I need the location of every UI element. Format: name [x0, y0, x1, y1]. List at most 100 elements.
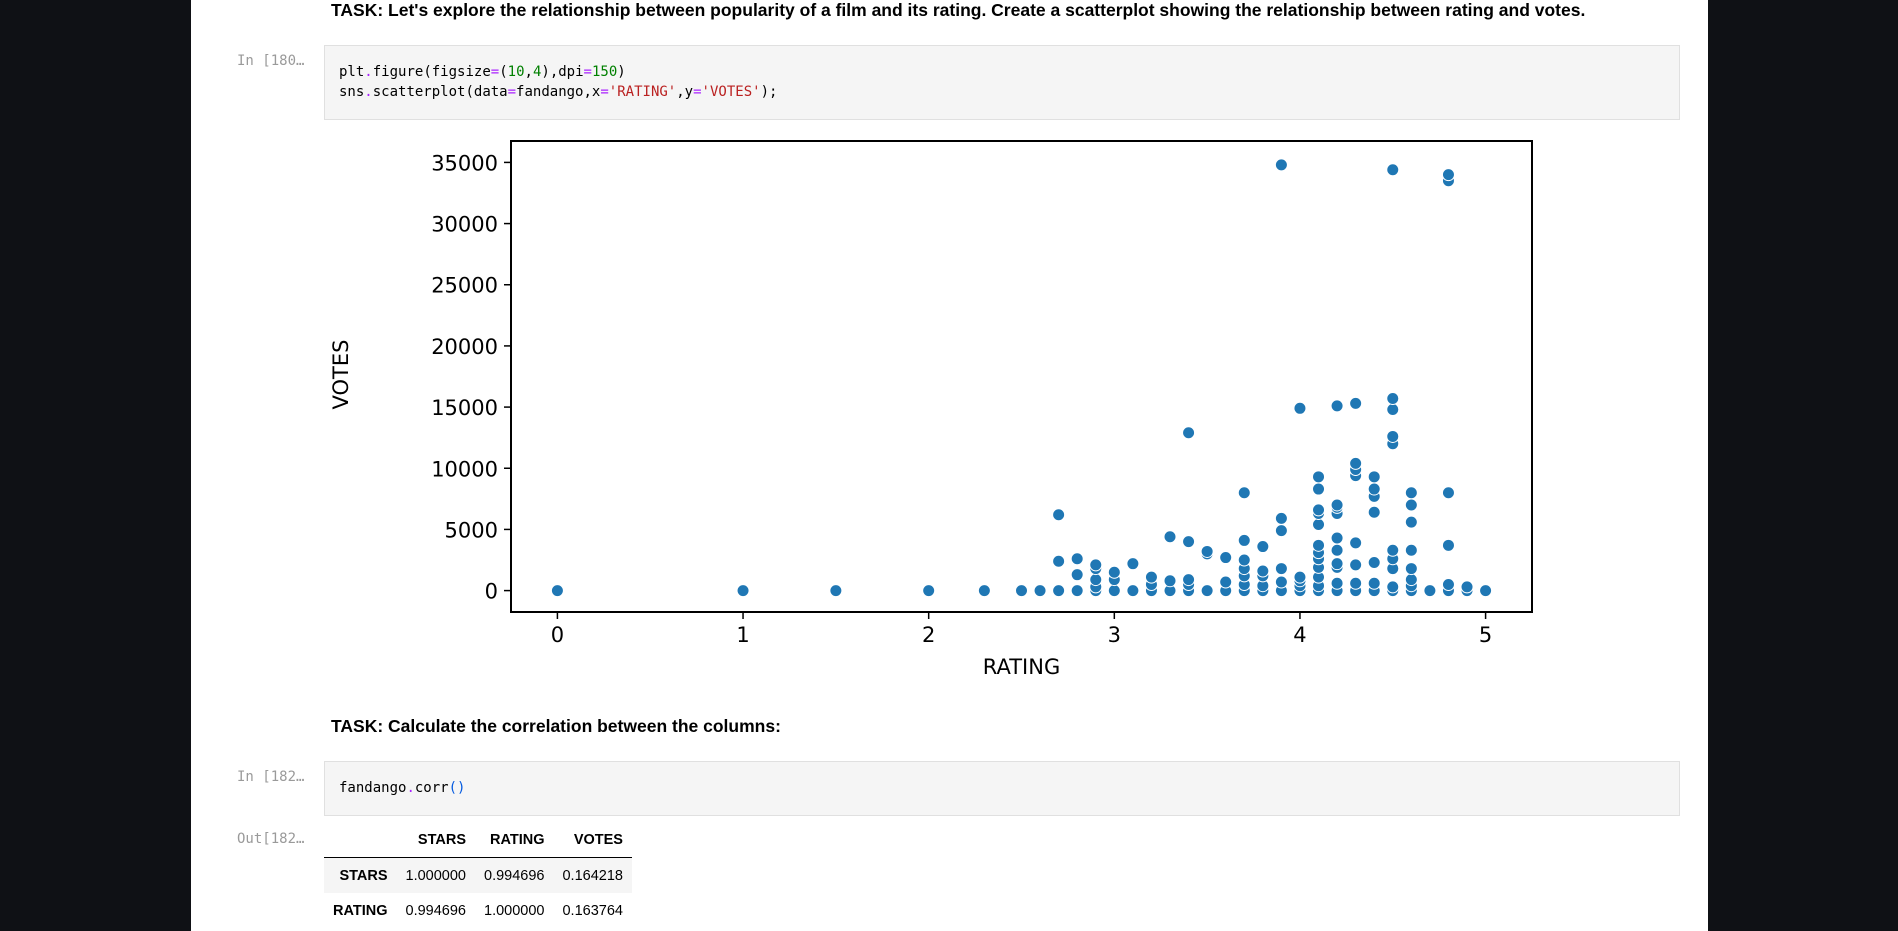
scatter-point: [1330, 531, 1344, 545]
scatterplot-figure: 0 1 2 3 4 5 0 5000 10000 15000 20000 25000 30000 3500…: [324, 128, 1680, 688]
scatter-point: [1293, 570, 1307, 584]
scatter-point: [1460, 580, 1474, 594]
scatter-point: [1330, 543, 1344, 557]
code-line-2: sns.scatterplot(data=fandango,x='RATING'…: [339, 84, 778, 100]
table-cell: 1.000000: [484, 902, 545, 919]
table-cell: 1.000000: [405, 867, 466, 884]
scatter-point: [1367, 576, 1381, 590]
scatter-point: [1274, 562, 1288, 576]
row-label-rating: RATING: [333, 902, 388, 919]
table-cell: 0.994696: [484, 867, 545, 884]
scatter-point: [1330, 399, 1344, 413]
scatter-point: [1312, 482, 1326, 496]
x-tick-label: 3: [1108, 623, 1121, 647]
scatter-point: [736, 584, 750, 598]
scatter-point: [1367, 505, 1381, 519]
scatter-point: [977, 584, 991, 598]
code-cell-scatterplot[interactable]: plt.figure(figsize=(10,4),dpi=150) sns.s…: [324, 45, 1680, 120]
table-cell: 0.994696: [405, 902, 466, 919]
scatter-point: [1237, 553, 1251, 567]
scatter-point: [1349, 396, 1363, 410]
points-layer: [550, 158, 1493, 598]
x-tick-label: 2: [922, 623, 935, 647]
y-tick-label: 5000: [445, 518, 498, 542]
code-line-1: plt.figure(figsize=(10,4),dpi=150): [339, 64, 626, 80]
markdown-task-scatterplot: TASK: Let's explore the relationship bet…: [331, 0, 1586, 20]
scatter-point: [1070, 552, 1084, 566]
row-label-stars: STARS: [339, 867, 388, 884]
scatter-point: [1349, 456, 1363, 470]
scatterplot-chart: 0 1 2 3 4 5 0 5000 10000 15000 20000 25000 30000 3500…: [329, 140, 1533, 679]
scatter-point: [1349, 536, 1363, 550]
scatter-point: [1182, 535, 1196, 549]
scatter-point: [1089, 558, 1103, 572]
scatter-point: [1070, 568, 1084, 582]
scatter-point: [1386, 429, 1400, 443]
scatter-point: [1163, 574, 1177, 588]
scatter-point: [1274, 575, 1288, 589]
scatter-point: [1404, 515, 1418, 529]
notebook-page: TASK: Let's explore the relationship bet…: [191, 0, 1708, 931]
scatter-point: [922, 584, 936, 598]
scatter-point: [1200, 584, 1214, 598]
y-tick-label: 35000: [431, 151, 498, 175]
scatter-point: [1386, 580, 1400, 594]
scatter-point: [1144, 570, 1158, 584]
scatter-point: [1386, 392, 1400, 406]
column-header-stars: STARS: [396, 822, 475, 858]
ticks-layer: 0 1 2 3 4 5 0 5000 10000 15000 20000 25000 30000 3500…: [431, 151, 1492, 647]
axes-frame: [510, 140, 1533, 613]
scatter-point: [1312, 538, 1326, 552]
x-tick-label: 5: [1479, 623, 1492, 647]
scatter-point: [1330, 576, 1344, 590]
scatter-point: [1219, 551, 1233, 565]
y-axis-label: VOTES: [329, 340, 353, 410]
scatter-point: [1256, 564, 1270, 578]
scatter-point: [1441, 577, 1455, 591]
table-row: STARS 1.000000 0.994696 0.164218: [324, 857, 632, 893]
scatter-point: [1312, 470, 1326, 484]
scatter-point: [1052, 584, 1066, 598]
scatter-point: [1367, 470, 1381, 484]
scatter-point: [1441, 538, 1455, 552]
table-cell: 0.163764: [562, 902, 623, 919]
input-prompt-180: In [180…: [237, 53, 305, 69]
scatter-point: [1107, 584, 1121, 598]
y-tick-label: 0: [485, 580, 498, 604]
scatter-point: [1386, 163, 1400, 177]
y-tick-label: 15000: [431, 396, 498, 420]
scatter-point: [1237, 486, 1251, 500]
scatter-point: [1274, 524, 1288, 538]
y-tick-label: 20000: [431, 335, 498, 359]
correlation-table: STARS RATING VOTES STARS 1.000000 0.9946…: [324, 822, 632, 928]
table-header-row: STARS RATING VOTES: [324, 822, 632, 858]
scatter-point: [1182, 573, 1196, 587]
column-header-votes: VOTES: [553, 822, 632, 858]
scatter-point: [1052, 554, 1066, 568]
scatter-point: [1349, 558, 1363, 572]
scatter-point: [1293, 401, 1307, 415]
output-prompt-182: Out[182…: [237, 831, 305, 847]
scatter-point: [1330, 498, 1344, 512]
scatter-point: [1423, 584, 1437, 598]
scatter-point: [550, 584, 564, 598]
table-corner-header: [324, 822, 397, 858]
x-tick-label: 0: [551, 623, 564, 647]
y-tick-label: 10000: [431, 457, 498, 481]
scatter-point: [829, 584, 843, 598]
scatter-point: [1015, 584, 1028, 598]
y-tick-label: 25000: [431, 274, 498, 298]
scatter-point: [1404, 498, 1418, 512]
scatter-point: [1107, 565, 1121, 579]
table-row: RATING 0.994696 1.000000 0.163764: [324, 893, 632, 928]
scatter-point: [1219, 575, 1233, 589]
scatter-point: [1367, 482, 1381, 496]
scatter-point: [1126, 557, 1140, 571]
scatter-point: [1237, 533, 1251, 547]
scatter-point: [1089, 573, 1103, 587]
code-cell-corr[interactable]: fandango.corr(): [324, 761, 1680, 816]
scatter-point: [1312, 518, 1326, 532]
scatter-point: [1441, 486, 1455, 500]
scatter-point: [1367, 555, 1381, 569]
scatter-point: [1479, 584, 1493, 598]
